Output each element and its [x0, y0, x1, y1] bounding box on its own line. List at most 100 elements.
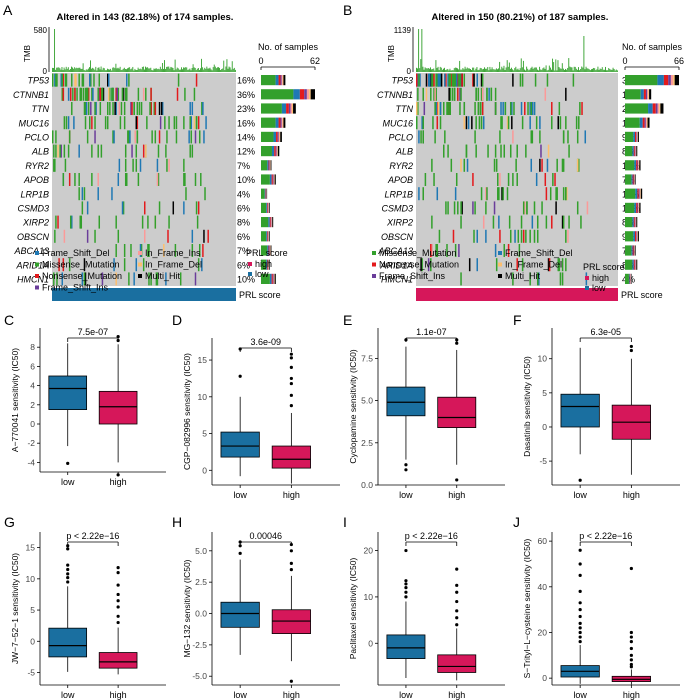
- mutation-cell: [502, 102, 504, 115]
- tmb-bar: [438, 70, 440, 72]
- outlier-point: [289, 549, 293, 553]
- mutation-cell: [163, 244, 165, 257]
- tmb-bar: [213, 64, 215, 72]
- gene-label: RYR2: [389, 161, 413, 171]
- tmb-bar: [102, 67, 104, 72]
- y-tick-label: 8: [30, 342, 35, 352]
- mutation-cell: [500, 144, 502, 158]
- tmb-bar: [513, 70, 515, 72]
- sample-count-bar: [637, 160, 639, 171]
- mutation-cell: [473, 229, 475, 243]
- mutation-cell: [435, 87, 437, 101]
- mutation-cell: [460, 272, 462, 286]
- tmb-bar: [528, 70, 530, 72]
- tmb-bar: [526, 66, 528, 72]
- mutation-cell: [61, 73, 63, 87]
- sample-count-bar: [283, 75, 286, 86]
- mutation-cell: [124, 173, 127, 186]
- mutation-cell: [486, 187, 488, 201]
- mutation-cell: [126, 73, 128, 87]
- tmb-bar: [589, 70, 591, 72]
- tmb-bar: [519, 68, 521, 72]
- sample-count-bar: [636, 131, 637, 142]
- mutation-cell: [444, 130, 446, 144]
- mutation-cell: [498, 215, 500, 229]
- mutation-cell: [558, 258, 561, 272]
- mutation-cell: [418, 130, 420, 144]
- mutation-cell: [530, 102, 533, 115]
- mutation-cell: [539, 158, 541, 172]
- mutation-cell: [565, 187, 567, 201]
- mutation-cell: [443, 144, 445, 158]
- box-low: [386, 634, 426, 659]
- y-tick-label: -2: [27, 438, 35, 448]
- tmb-bar: [489, 66, 491, 72]
- mutation-cell: [142, 144, 145, 158]
- tmb-bar: [581, 66, 583, 72]
- outlier-point: [289, 568, 293, 572]
- sample-count-bar: [625, 160, 635, 171]
- boxplot-H: H -5.0 -2.5 0.0 2.5 5.0MG−132 sensitivity (IC…: [172, 514, 340, 700]
- tmb-bar: [142, 66, 144, 72]
- tmb-bar: [436, 67, 438, 72]
- tmb-bar: [494, 69, 496, 72]
- gene-label: TTN: [32, 104, 50, 114]
- tmb-bar: [152, 70, 154, 72]
- tmb-bar: [166, 66, 168, 72]
- mutation-cell: [118, 158, 121, 172]
- mutation-cell: [529, 116, 531, 130]
- tmb-bar: [214, 66, 216, 72]
- tmb-bar: [514, 68, 516, 72]
- mutation-cell: [85, 102, 88, 115]
- tmb-bar: [587, 68, 589, 72]
- tmb-bar: [117, 67, 119, 72]
- y-tick-label: 5: [202, 429, 207, 439]
- sample-count-bar: [304, 89, 307, 100]
- tmb-bar: [432, 69, 434, 72]
- tmb-bar: [590, 69, 592, 72]
- gene-percent: 10%: [237, 175, 255, 185]
- tmb-bar: [231, 61, 233, 72]
- sample-count-bar: [648, 89, 650, 100]
- gene-label: TTN: [396, 104, 414, 114]
- mutation-cell: [177, 73, 180, 87]
- mutation-cell: [138, 102, 141, 115]
- tmb-bar: [466, 67, 468, 72]
- sample-count-bar: [625, 75, 658, 86]
- tmb-bar: [454, 67, 456, 72]
- mutation-cell: [80, 87, 83, 101]
- sample-count-bar: [638, 202, 639, 213]
- mutation-cell: [175, 116, 178, 130]
- box-high: [437, 396, 477, 429]
- sample-count-bar: [266, 231, 268, 242]
- tmb-bar: [106, 68, 108, 72]
- panel-label-H: H: [172, 514, 182, 530]
- mutation-cell: [73, 116, 75, 130]
- mutation-cell: [194, 173, 197, 186]
- tmb-bar: [502, 68, 504, 72]
- mutation-cell: [195, 116, 198, 130]
- tmb-bar: [145, 66, 146, 72]
- tmb-bar: [183, 67, 185, 72]
- mutation-cell: [579, 102, 581, 115]
- tmb-bar: [111, 70, 113, 72]
- tmb-bar: [157, 68, 159, 72]
- sample-count-bar: [277, 131, 279, 142]
- mutation-cell: [436, 102, 439, 115]
- outlier-point: [455, 567, 459, 571]
- tmb-bar: [600, 69, 602, 72]
- mutation-cell: [435, 73, 437, 87]
- tmb-bar: [219, 67, 220, 72]
- mutation-cell: [478, 116, 481, 130]
- tmb-bar: [611, 69, 613, 72]
- y-tick-label: 60: [538, 536, 548, 546]
- mutation-cell: [572, 73, 575, 87]
- mutation-cell: [131, 102, 133, 115]
- mutation-cell: [477, 87, 480, 101]
- sample-count-bar: [632, 174, 634, 185]
- tmb-bar: [52, 67, 53, 72]
- mutation-cell: [531, 215, 534, 229]
- tmb-bar: [135, 69, 137, 72]
- mutation-cell: [204, 187, 206, 201]
